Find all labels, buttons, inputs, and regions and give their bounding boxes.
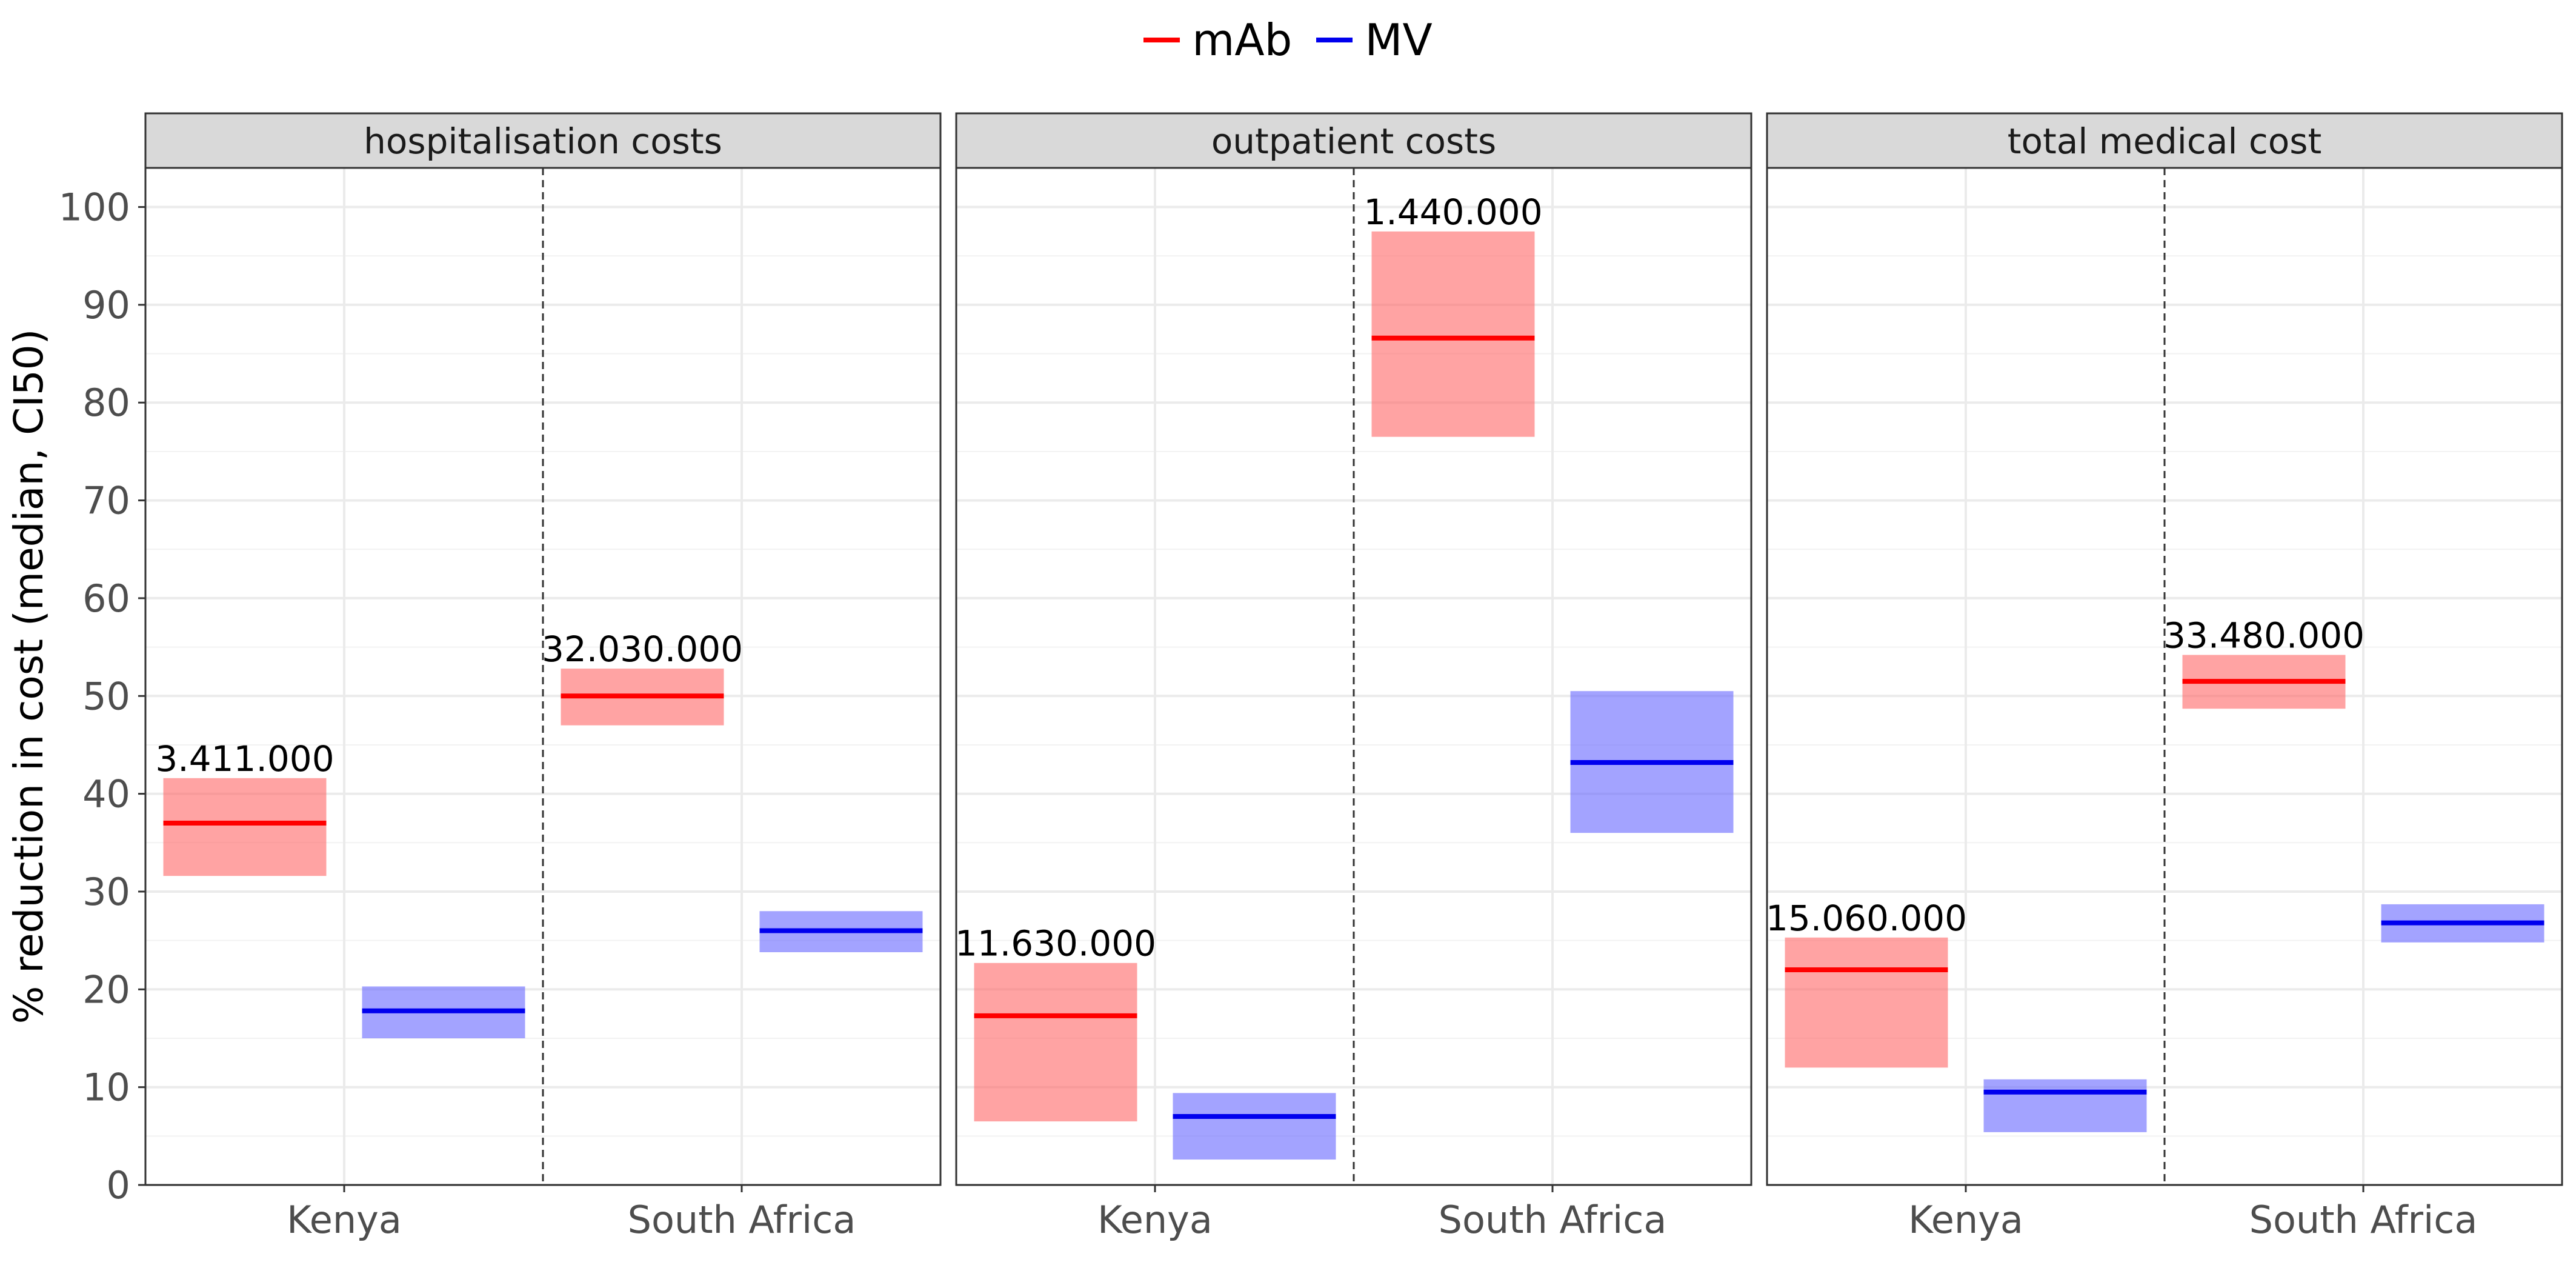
ci-box-mab (974, 963, 1137, 1122)
data-label: 1.440.000 (1363, 192, 1542, 233)
legend-label-mv: MV (1365, 15, 1433, 65)
y-tick-label: 10 (82, 1066, 130, 1110)
x-tick-label: South Africa (2249, 1198, 2478, 1242)
facet-strip (1766, 112, 2563, 169)
legend: mAb MV (0, 18, 2576, 62)
y-tick-label: 70 (82, 479, 130, 523)
x-tick-label: Kenya (1097, 1198, 1213, 1242)
facet-title: total medical cost (2008, 121, 2322, 162)
x-tick-label: Kenya (287, 1198, 402, 1242)
data-label: 11.630.000 (955, 923, 1156, 964)
y-tick-label: 60 (82, 576, 130, 621)
facet-title: outpatient costs (1211, 121, 1496, 162)
y-tick-label: 20 (82, 967, 130, 1012)
facet-strip (955, 112, 1752, 169)
legend-label-mab: mAb (1192, 15, 1293, 65)
ci-box-mab (163, 778, 327, 876)
data-label: 3.411.000 (155, 738, 334, 779)
y-tick-label: 30 (82, 870, 130, 914)
y-tick-label: 100 (59, 185, 130, 230)
y-tick-label: 0 (107, 1163, 130, 1207)
y-tick-label: 40 (82, 772, 130, 816)
legend-swatch-mab (1143, 38, 1180, 42)
ci-box-mv (1983, 1079, 2147, 1132)
legend-swatch-mv (1316, 38, 1353, 42)
legend-item-mab: mAb (1143, 18, 1292, 62)
facet-title: hospitalisation costs (364, 121, 722, 162)
x-tick-label: South Africa (628, 1198, 856, 1242)
panel-background (145, 168, 940, 1185)
data-label: 33.480.000 (2163, 615, 2365, 656)
y-tick-label: 90 (82, 283, 130, 327)
data-label: 32.030.000 (542, 629, 743, 670)
x-tick-label: Kenya (1908, 1198, 2023, 1242)
legend-item-mv: MV (1316, 15, 1433, 65)
facet-strip (144, 112, 942, 169)
ci-box-mab (1785, 937, 1948, 1068)
y-tick-label: 80 (82, 381, 130, 425)
x-tick-label: South Africa (1439, 1198, 1667, 1242)
data-label: 15.060.000 (1766, 898, 1967, 939)
ci-box-mv (1173, 1093, 1336, 1160)
ci-box-mab (1371, 231, 1535, 437)
y-axis-title: % reduction in cost (median, CI50) (5, 329, 52, 1024)
y-tick-label: 50 (82, 674, 130, 718)
